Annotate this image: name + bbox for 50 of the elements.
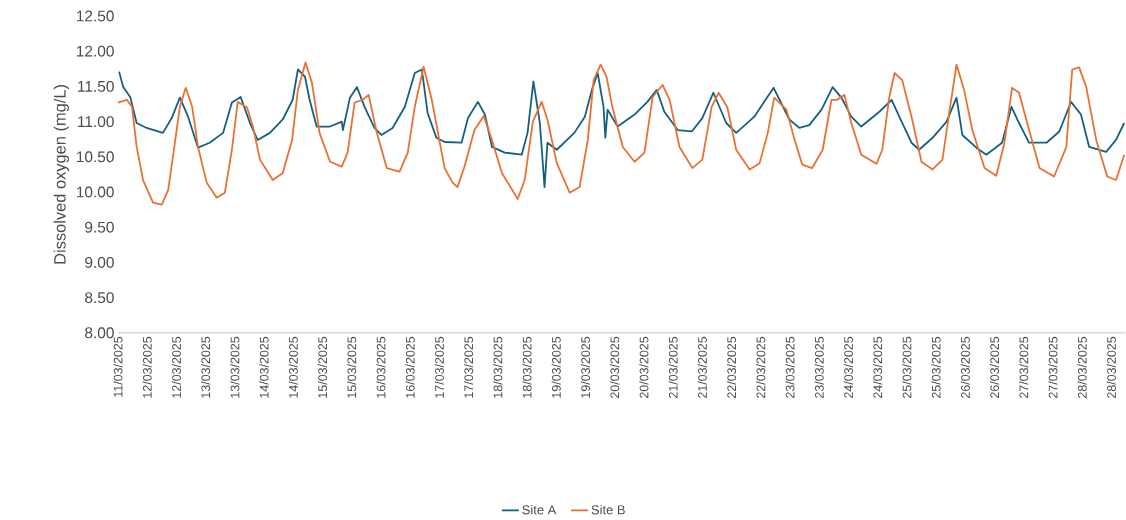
x-tick-label: 13/03/2025	[201, 336, 211, 398]
x-tick-label: 26/03/2025	[960, 336, 970, 399]
line-series	[118, 68, 1126, 189]
x-tick-label: 21/03/2025	[668, 336, 678, 399]
y-tick-label: 9.50	[85, 221, 114, 233]
x-tick-label: 19/03/2025	[580, 336, 591, 398]
x-tick-label: 21/03/2025	[697, 336, 707, 399]
y-tick-label: 12.00	[76, 45, 114, 57]
x-tick-label: 28/03/2025	[1077, 336, 1087, 399]
x-tick-label: 13/03/2025	[230, 336, 240, 398]
x-tick-label: 11/03/2025	[113, 336, 123, 397]
line-series	[117, 61, 1126, 206]
x-tick-label: 15/03/2025	[347, 336, 357, 398]
x-tick-label: 20/03/2025	[639, 336, 649, 399]
x-tick-label: 15/03/2025	[317, 336, 328, 398]
x-tick-label: 26/03/2025	[989, 336, 1000, 399]
x-tick-label: 25/03/2025	[902, 336, 912, 399]
legend-label: Site B	[591, 505, 625, 515]
y-tick-label: 8.00	[85, 327, 114, 339]
x-tick-label: 20/03/2025	[610, 336, 620, 399]
x-tick-label: 19/03/2025	[551, 336, 561, 398]
y-axis-title: Dissolved oxygen (mg/L)	[53, 85, 69, 264]
y-tick-label: 11.00	[78, 116, 114, 128]
x-tick-label: 25/03/2025	[931, 336, 941, 399]
x-tick-label: 14/03/2025	[259, 336, 269, 398]
x-tick-label: 17/03/2025	[463, 336, 474, 398]
y-tick-label: 12.50	[76, 10, 114, 22]
y-tick-label: 9.00	[85, 257, 114, 268]
x-tick-label: 14/03/2025	[288, 336, 298, 398]
legend-label: Site A	[522, 505, 557, 515]
x-tick-label: 24/03/2025	[843, 336, 853, 399]
x-tick-label: 24/03/2025	[873, 336, 883, 399]
y-tick-label: 10.00	[76, 186, 114, 198]
y-tick-label: 8.50	[85, 292, 114, 304]
x-tick-label: 12/03/2025	[142, 336, 152, 398]
x-tick-label: 16/03/2025	[376, 336, 386, 398]
x-tick-label: 18/03/2025	[522, 336, 532, 398]
x-tick-label: 17/03/2025	[434, 336, 444, 398]
x-tick-label: 27/03/2025	[1019, 336, 1029, 399]
x-tick-label: 23/03/2025	[785, 336, 795, 399]
x-tick-label: 28/03/2025	[1106, 336, 1116, 399]
x-tick-label: 22/03/2025	[726, 336, 737, 399]
x-tick-label: 18/03/2025	[493, 336, 503, 398]
x-tick-label: 22/03/2025	[756, 336, 766, 399]
y-tick-label: 11.50	[78, 81, 114, 92]
x-tick-label: 23/03/2025	[814, 336, 824, 399]
y-tick-label: 10.50	[76, 151, 114, 163]
x-tick-label: 27/03/2025	[1048, 336, 1058, 399]
x-tick-label: 16/03/2025	[405, 336, 415, 398]
x-tick-label: 12/03/2025	[171, 336, 181, 398]
